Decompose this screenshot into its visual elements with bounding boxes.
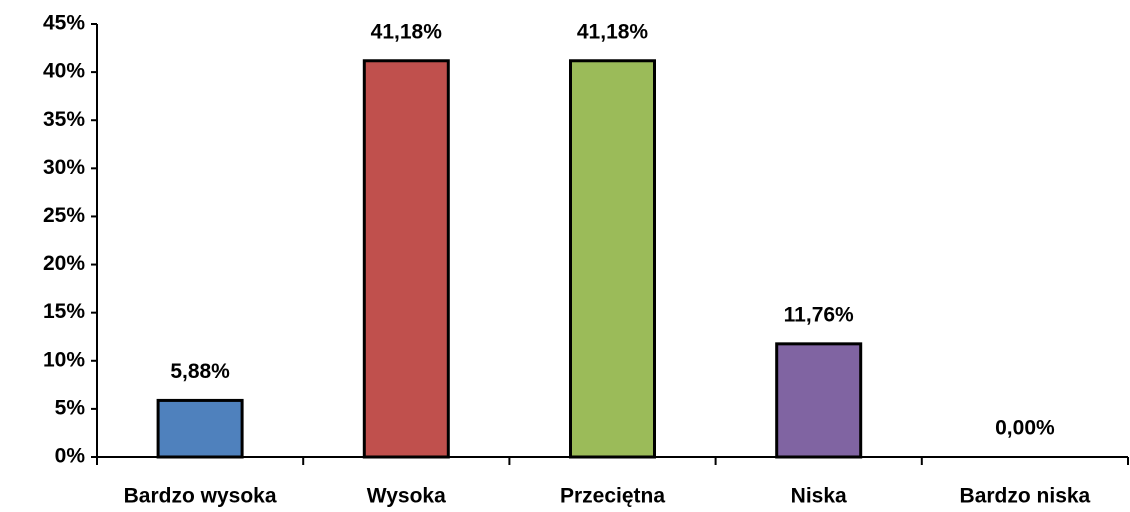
y-tick-label: 35% (43, 108, 85, 131)
y-tick-label: 40% (43, 60, 85, 83)
y-tick-label: 25% (43, 204, 85, 227)
y-tick-label: 15% (43, 300, 85, 323)
value-label: 41,18% (577, 20, 649, 43)
value-label: 0,00% (995, 417, 1055, 440)
value-label: 41,18% (371, 20, 443, 43)
y-tick-label: 20% (43, 252, 85, 275)
bar (362, 59, 450, 459)
bar (569, 59, 656, 459)
y-tick-label: 30% (43, 156, 85, 179)
x-tick-label: Niska (791, 485, 847, 508)
x-tick-label: Bardzo wysoka (124, 485, 277, 508)
x-tick-label: Przeciętna (560, 485, 665, 508)
value-label: 11,76% (784, 303, 854, 326)
y-tick-label: 5% (55, 396, 86, 419)
y-tick-label: 0% (55, 445, 86, 468)
bar (156, 398, 244, 459)
x-tick-label: Wysoka (367, 485, 446, 508)
x-tick-label: Bardzo niska (960, 485, 1091, 508)
value-label: 5,88% (170, 360, 230, 383)
y-tick-label: 45% (43, 12, 85, 35)
bar (775, 342, 863, 459)
y-tick-label: 10% (43, 348, 85, 371)
